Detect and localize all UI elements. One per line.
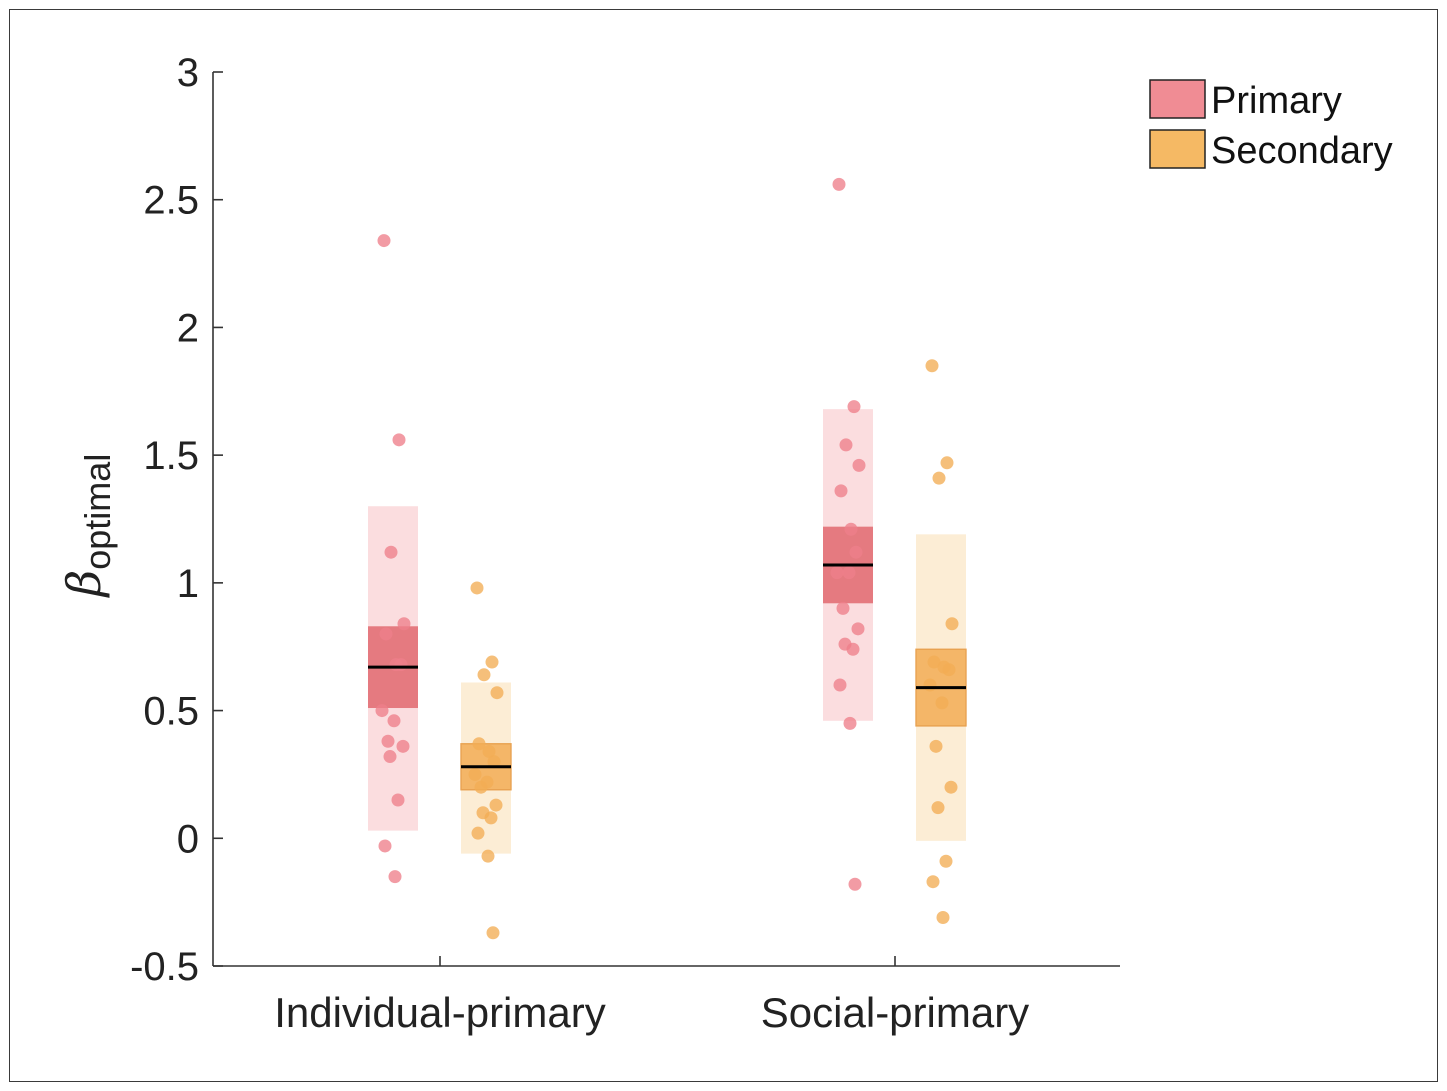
primary-point: [394, 658, 408, 672]
primary-point: [387, 714, 401, 728]
secondary-point: [942, 663, 956, 677]
primary-point: [847, 400, 861, 414]
primary-point: [378, 839, 392, 853]
secondary-point: [489, 798, 503, 812]
y-tick-layer: -0.5 0 0.5 1 1.5 2 2.5 3: [130, 51, 223, 989]
y-tick-label: 2.5: [143, 179, 199, 223]
y-tick-label: 1: [177, 562, 199, 606]
axes-layer: [212, 72, 1120, 967]
primary-point: [843, 716, 857, 730]
y-axis-label-symbol: β: [57, 570, 111, 599]
y-tick-label: 2: [177, 306, 199, 350]
secondary-point: [936, 910, 950, 924]
y-axis-label: βoptimal: [57, 454, 118, 599]
secondary-point: [940, 456, 954, 470]
secondary-point: [487, 755, 501, 769]
secondary-point: [945, 617, 959, 631]
primary-point: [377, 234, 391, 248]
primary-point: [396, 739, 410, 753]
secondary-point: [471, 826, 485, 840]
primary-point: [397, 617, 411, 631]
legend-label-secondary: Secondary: [1211, 130, 1393, 172]
primary-point: [833, 678, 847, 692]
secondary-point: [929, 739, 943, 753]
secondary-point: [474, 780, 488, 794]
secondary-point: [468, 767, 482, 781]
y-tick-label: 3: [177, 51, 199, 95]
mean-layer: [368, 563, 966, 769]
primary-point: [846, 642, 860, 656]
primary-point: [852, 458, 866, 472]
legend-swatch-primary: [1149, 79, 1206, 119]
secondary-point: [923, 678, 937, 692]
secondary-point: [477, 668, 491, 682]
secondary-point: [944, 780, 958, 794]
primary-point: [391, 793, 405, 807]
primary-point: [392, 433, 406, 447]
primary-point: [375, 704, 389, 718]
primary-point: [849, 545, 863, 559]
legend-swatch-secondary: [1149, 129, 1206, 169]
box-layer: [368, 526, 967, 791]
primary-point: [383, 750, 397, 764]
primary-point: [848, 877, 862, 891]
secondary-point: [485, 655, 499, 669]
primary-point: [836, 601, 850, 615]
primary-point: [851, 622, 865, 636]
secondary-point: [481, 849, 495, 863]
x-tick-label: Social-primary: [761, 989, 1029, 1036]
y-tick-label: 0.5: [143, 690, 199, 734]
primary-point: [379, 627, 393, 641]
secondary-point: [925, 359, 939, 373]
primary-point: [384, 545, 398, 559]
secondary-point: [484, 811, 498, 825]
x-tick-label: Individual-primary: [274, 989, 605, 1036]
x-tick-layer: Individual-primary Social-primary: [274, 956, 1029, 1036]
primary-point: [830, 566, 844, 580]
secondary-point: [932, 471, 946, 485]
figure-frame: [9, 9, 1438, 1082]
primary-point: [832, 177, 846, 191]
secondary-point: [472, 737, 486, 751]
y-axis-label-subscript: optimal: [77, 454, 118, 570]
secondary-point: [931, 801, 945, 815]
secondary-point: [482, 744, 496, 758]
secondary-point: [935, 696, 949, 710]
y-tick-label: 1.5: [143, 434, 199, 478]
legend: Primary Secondary: [1149, 79, 1393, 172]
secondary-point: [926, 875, 940, 889]
y-tick-label: 0: [177, 817, 199, 861]
primary-point: [381, 734, 395, 748]
secondary-point: [486, 926, 500, 940]
primary-point: [839, 438, 853, 452]
band-layer: [368, 409, 966, 854]
primary-point: [834, 484, 848, 498]
legend-label-primary: Primary: [1211, 80, 1342, 122]
primary-point: [842, 566, 856, 580]
primary-point: [388, 870, 402, 884]
y-tick-label: -0.5: [130, 945, 199, 989]
secondary-point: [927, 655, 941, 669]
secondary-point: [470, 581, 484, 595]
point-layer: [375, 177, 959, 940]
secondary-point: [939, 854, 953, 868]
secondary-point: [490, 686, 504, 700]
primary-point: [844, 522, 858, 536]
